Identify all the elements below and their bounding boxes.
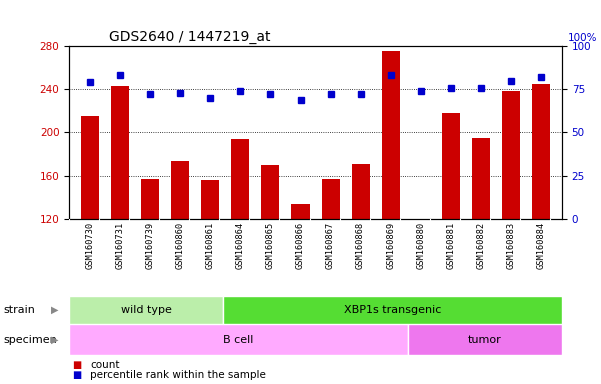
Bar [223,296,562,324]
Text: tumor: tumor [468,335,502,345]
Text: GSM160731: GSM160731 [116,222,124,269]
Text: specimen: specimen [3,335,56,345]
Text: GSM160883: GSM160883 [507,222,515,269]
Text: percentile rank within the sample: percentile rank within the sample [90,370,266,380]
Bar [472,138,490,349]
Text: GSM160884: GSM160884 [537,222,545,269]
Bar [201,180,219,349]
Bar [412,219,430,349]
Text: GSM160739: GSM160739 [146,222,154,269]
Bar [171,161,189,349]
Bar [231,139,249,349]
Bar [261,165,279,349]
Bar [442,113,460,349]
Bar [532,84,550,349]
Text: ■: ■ [72,370,81,380]
Bar [81,116,99,349]
Text: count: count [90,360,120,370]
Bar [408,324,562,355]
Text: ▶: ▶ [51,335,58,345]
Bar [502,91,520,349]
Text: GSM160867: GSM160867 [326,222,335,269]
Bar [111,86,129,349]
Bar [69,324,408,355]
Text: wild type: wild type [121,305,171,315]
Bar [352,164,370,349]
Text: ▶: ▶ [51,305,58,315]
Text: GSM160864: GSM160864 [236,222,245,269]
Text: GSM160882: GSM160882 [477,222,485,269]
Bar [69,296,223,324]
Bar [141,179,159,349]
Text: GSM160730: GSM160730 [86,222,94,269]
Text: GSM160881: GSM160881 [447,222,455,269]
Text: 100%: 100% [567,33,597,43]
Bar [382,51,400,349]
Text: GSM160880: GSM160880 [416,222,425,269]
Text: GSM160866: GSM160866 [296,222,305,269]
Text: B cell: B cell [224,335,254,345]
Text: ■: ■ [72,360,81,370]
Text: GSM160861: GSM160861 [206,222,215,269]
Text: GSM160869: GSM160869 [386,222,395,269]
Bar [291,204,310,349]
Text: XBP1s transgenic: XBP1s transgenic [344,305,441,315]
Text: strain: strain [3,305,35,315]
Bar [322,179,340,349]
Text: GSM160868: GSM160868 [356,222,365,269]
Text: GSM160860: GSM160860 [176,222,185,269]
Text: GSM160865: GSM160865 [266,222,275,269]
Text: GDS2640 / 1447219_at: GDS2640 / 1447219_at [109,30,270,44]
